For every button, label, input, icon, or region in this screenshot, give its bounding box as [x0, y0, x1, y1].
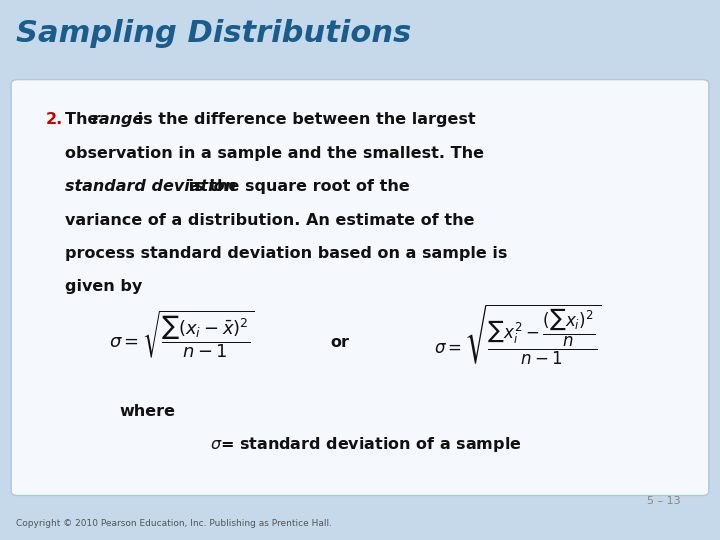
Text: variance of a distribution. An estimate of the: variance of a distribution. An estimate …	[65, 213, 474, 227]
Text: process standard deviation based on a sample is: process standard deviation based on a sa…	[65, 246, 507, 261]
Text: $\sigma$= standard deviation of a sample: $\sigma$= standard deviation of a sample	[210, 435, 521, 454]
Text: $\sigma = \sqrt{\dfrac{\sum x_i^2 - \dfrac{(\sum x_i)^2}{n}}{n-1}}$: $\sigma = \sqrt{\dfrac{\sum x_i^2 - \dfr…	[433, 302, 601, 367]
Text: where: where	[120, 404, 175, 420]
Text: is the difference between the largest: is the difference between the largest	[132, 112, 475, 127]
Text: observation in a sample and the smallest. The: observation in a sample and the smallest…	[65, 146, 484, 161]
Text: Sampling Distributions: Sampling Distributions	[16, 19, 411, 48]
Text: or: or	[330, 335, 349, 350]
Text: is the square root of the: is the square root of the	[183, 179, 410, 194]
Text: The: The	[65, 112, 104, 127]
Text: 2.: 2.	[45, 112, 63, 127]
Text: Copyright © 2010 Pearson Education, Inc. Publishing as Prentice Hall.: Copyright © 2010 Pearson Education, Inc.…	[16, 519, 332, 528]
Text: standard deviation: standard deviation	[65, 179, 235, 194]
Text: range: range	[92, 112, 144, 127]
FancyBboxPatch shape	[12, 79, 708, 496]
Text: given by: given by	[65, 279, 142, 294]
Text: $\sigma = \sqrt{\dfrac{\sum(x_i - \bar{x})^2}{n-1}}$: $\sigma = \sqrt{\dfrac{\sum(x_i - \bar{x…	[109, 309, 255, 360]
Text: 5 – 13: 5 – 13	[647, 496, 680, 506]
